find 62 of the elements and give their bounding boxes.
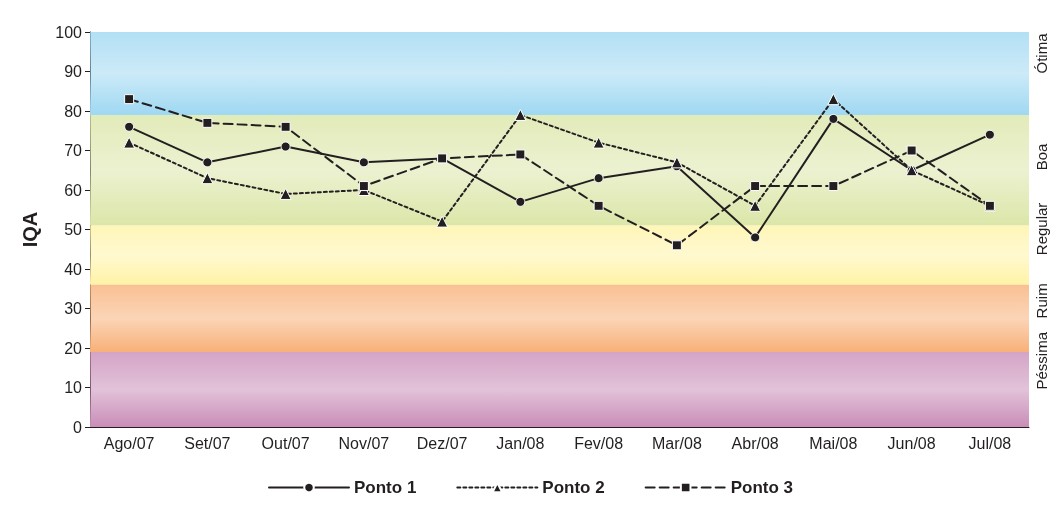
point: [124, 94, 135, 105]
y-tick-label: 60: [64, 181, 83, 199]
point: [437, 153, 448, 164]
band-label: Regular: [1032, 202, 1050, 256]
x-tick-label: Set/07: [184, 434, 231, 452]
point: [984, 200, 995, 211]
y-tick-label: 50: [64, 221, 83, 238]
y-tick-label: 70: [64, 142, 83, 159]
point: [592, 136, 605, 149]
point: [358, 181, 369, 192]
point: [202, 117, 213, 128]
point: [201, 172, 214, 185]
x-tick-label: Jun/08: [887, 434, 936, 452]
band-label: Péssima: [1032, 331, 1050, 390]
point: [280, 141, 291, 152]
x-tick-label: Jul/08: [968, 434, 1012, 452]
y-tick-label: 40: [64, 260, 83, 278]
point: [749, 199, 762, 212]
point: [514, 108, 527, 121]
point: [280, 121, 291, 132]
y-tick-label: 30: [64, 300, 83, 317]
y-tick-label: 90: [64, 63, 83, 80]
point: [593, 200, 604, 211]
band-label: Boa: [1032, 142, 1050, 171]
y-tick-label: 10: [64, 379, 83, 396]
x-tick-label: Mai/08: [809, 434, 858, 452]
legend-label: Ponto 2: [542, 478, 605, 497]
y-tick-label: 20: [64, 339, 83, 357]
x-tick-label: Ago/07: [103, 434, 155, 452]
point: [279, 187, 292, 200]
point: [670, 156, 683, 169]
y-axis-title: IQA: [19, 211, 41, 248]
point: [202, 157, 213, 168]
point: [358, 157, 369, 168]
point: [827, 93, 840, 106]
point: [984, 129, 995, 140]
point: [828, 181, 839, 192]
point: [515, 149, 526, 160]
band-label: Ruim: [1032, 283, 1050, 319]
legend-label: Ponto 3: [730, 478, 794, 497]
y-tick-label: 80: [64, 102, 83, 120]
x-tick-label: Out/07: [261, 434, 310, 452]
point: [124, 121, 135, 132]
point: [436, 215, 449, 228]
x-tick-label: Fev/08: [574, 434, 624, 452]
y-tick-label: 0: [73, 418, 83, 436]
point: [671, 240, 682, 251]
y-tick-label: 100: [55, 23, 83, 41]
legend-label: Ponto 1: [354, 478, 417, 497]
point: [906, 145, 917, 156]
band-label: Ótima: [1032, 32, 1050, 74]
point: [123, 136, 136, 149]
x-tick-label: Dez/07: [416, 434, 468, 452]
point: [750, 232, 761, 243]
point: [828, 113, 839, 124]
point: [593, 173, 604, 184]
x-tick-label: Nov/07: [338, 434, 390, 452]
point: [750, 181, 761, 192]
x-tick-label: Jan/08: [496, 434, 545, 452]
x-tick-label: Abr/08: [731, 434, 779, 452]
point: [515, 196, 526, 207]
x-tick-label: Mar/08: [651, 434, 702, 452]
